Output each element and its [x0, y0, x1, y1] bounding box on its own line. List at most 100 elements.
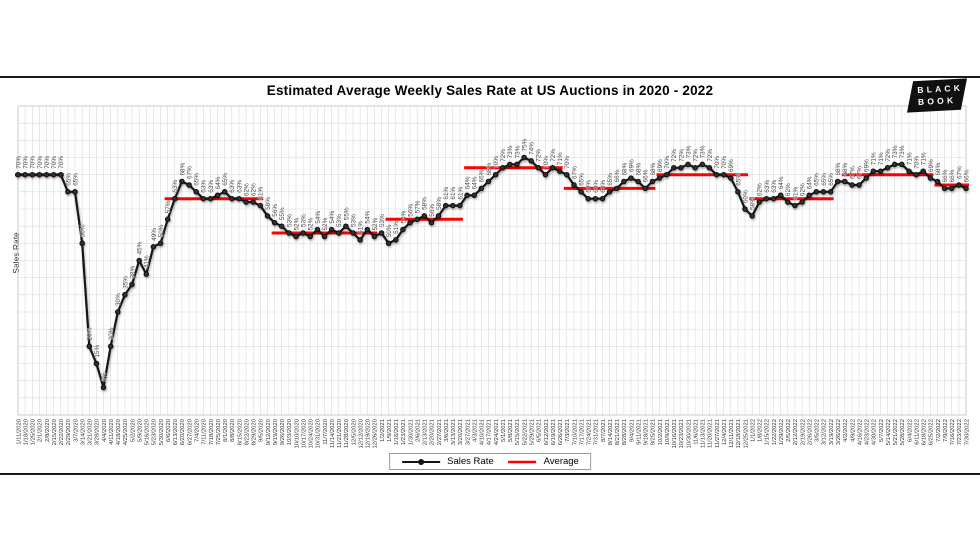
- svg-text:3/20/2021: 3/20/2021: [458, 419, 464, 445]
- svg-text:1/23/2021: 1/23/2021: [401, 419, 407, 445]
- svg-text:6/5/2021: 6/5/2021: [537, 419, 543, 442]
- svg-text:4/4/2020: 4/4/2020: [102, 418, 108, 442]
- svg-text:7/25/2020: 7/25/2020: [216, 418, 222, 445]
- svg-text:1/30/2021: 1/30/2021: [408, 419, 414, 445]
- svg-text:73%: 73%: [514, 145, 521, 158]
- svg-text:8/29/2020: 8/29/2020: [252, 418, 258, 445]
- chart-title: Estimated Average Weekly Sales Rate at U…: [266, 83, 714, 98]
- svg-text:66%: 66%: [949, 169, 956, 182]
- svg-text:61%: 61%: [792, 186, 799, 199]
- svg-text:65%: 65%: [72, 173, 79, 186]
- svg-text:63%: 63%: [172, 180, 179, 193]
- svg-text:65%: 65%: [735, 173, 742, 186]
- svg-text:1/18/2020: 1/18/2020: [23, 418, 29, 445]
- svg-text:5/7/2022: 5/7/2022: [879, 419, 885, 442]
- svg-text:56%: 56%: [429, 204, 436, 217]
- svg-text:5/29/2021: 5/29/2021: [530, 419, 536, 445]
- svg-text:7/18/2020: 7/18/2020: [209, 418, 215, 445]
- svg-text:4/11/2020: 4/11/2020: [109, 418, 115, 444]
- svg-text:1/1/2022: 1/1/2022: [751, 419, 757, 442]
- svg-text:63%: 63%: [600, 180, 607, 193]
- svg-text:66%: 66%: [963, 169, 970, 182]
- svg-text:54%: 54%: [400, 210, 407, 223]
- logo-text-book: BOOK: [918, 94, 957, 107]
- svg-text:3/21/2020: 3/21/2020: [88, 418, 94, 445]
- svg-text:53%: 53%: [350, 214, 357, 227]
- svg-text:4/2/2022: 4/2/2022: [843, 419, 849, 442]
- svg-text:11/21/2020: 11/21/2020: [337, 418, 343, 448]
- svg-text:1/9/2021: 1/9/2021: [387, 419, 393, 442]
- svg-text:8/7/2021: 8/7/2021: [601, 419, 607, 442]
- svg-text:4/9/2022: 4/9/2022: [850, 419, 856, 442]
- svg-text:8/8/2020: 8/8/2020: [230, 418, 236, 442]
- svg-text:6/27/2020: 6/27/2020: [187, 418, 193, 445]
- svg-text:71%: 71%: [557, 152, 564, 165]
- svg-text:10/24/2020: 10/24/2020: [309, 418, 315, 448]
- svg-text:6/26/2021: 6/26/2021: [558, 419, 564, 445]
- svg-text:73%: 73%: [507, 145, 514, 158]
- svg-text:52%: 52%: [372, 217, 379, 230]
- svg-text:58%: 58%: [436, 197, 443, 210]
- svg-text:63%: 63%: [229, 180, 236, 193]
- svg-text:8/15/2020: 8/15/2020: [237, 418, 243, 445]
- svg-text:73%: 73%: [899, 145, 906, 158]
- svg-text:68%: 68%: [636, 162, 643, 175]
- svg-text:41%: 41%: [144, 255, 151, 268]
- svg-text:62%: 62%: [785, 183, 792, 196]
- svg-text:61%: 61%: [457, 186, 464, 199]
- svg-text:3/12/2022: 3/12/2022: [822, 419, 828, 445]
- svg-text:8%: 8%: [101, 372, 108, 382]
- svg-text:7/23/2022: 7/23/2022: [957, 419, 963, 445]
- svg-text:1/16/2021: 1/16/2021: [394, 419, 400, 445]
- svg-text:68%: 68%: [835, 162, 842, 175]
- svg-text:4/3/2021: 4/3/2021: [473, 419, 479, 442]
- data-point-labels: 70% 70% 70% 70% 70% 70% 70%65% 65%50%20%15%8%20…: [15, 138, 971, 382]
- svg-text:56%: 56%: [272, 204, 279, 217]
- svg-text:70%: 70%: [23, 156, 30, 169]
- svg-text:70%: 70%: [15, 156, 22, 169]
- svg-text:2/8/2020: 2/8/2020: [45, 418, 51, 442]
- svg-text:62%: 62%: [251, 183, 258, 196]
- legend-label-sales-rate: Sales Rate: [447, 456, 494, 467]
- svg-text:7/16/2022: 7/16/2022: [950, 419, 956, 445]
- plot-border: [17, 105, 967, 416]
- svg-text:67%: 67%: [857, 166, 864, 179]
- svg-text:12/25/2021: 12/25/2021: [743, 419, 749, 448]
- svg-text:7/4/2020: 7/4/2020: [195, 418, 201, 442]
- svg-text:64%: 64%: [472, 176, 479, 189]
- sales-rate-series: [15, 154, 969, 391]
- svg-text:2/5/2022: 2/5/2022: [786, 419, 792, 442]
- svg-text:55%: 55%: [279, 207, 286, 220]
- black-book-logo: BLACK BOOK: [906, 78, 968, 113]
- svg-text:64%: 64%: [465, 176, 472, 189]
- svg-text:12/19/2020: 12/19/2020: [366, 418, 372, 448]
- svg-text:68%: 68%: [621, 162, 628, 175]
- svg-text:64%: 64%: [807, 176, 814, 189]
- svg-text:63%: 63%: [201, 180, 208, 193]
- svg-text:2/29/2020: 2/29/2020: [66, 418, 72, 445]
- svg-text:66%: 66%: [479, 169, 486, 182]
- svg-text:3/7/2020: 3/7/2020: [73, 418, 79, 442]
- svg-text:67%: 67%: [187, 166, 194, 179]
- svg-text:4/24/2021: 4/24/2021: [494, 419, 500, 445]
- svg-text:7/30/2022: 7/30/2022: [964, 419, 970, 445]
- svg-text:72%: 72%: [693, 149, 700, 162]
- svg-text:70%: 70%: [543, 156, 550, 169]
- svg-text:5/23/2020: 5/23/2020: [152, 418, 158, 445]
- svg-text:9/4/2021: 9/4/2021: [629, 419, 635, 442]
- svg-text:12/26/2020: 12/26/2020: [373, 418, 379, 448]
- svg-text:71%: 71%: [906, 152, 913, 165]
- svg-text:66%: 66%: [643, 169, 650, 182]
- svg-text:15%: 15%: [94, 344, 101, 357]
- svg-text:5/1/2021: 5/1/2021: [501, 419, 507, 442]
- svg-text:7/3/2021: 7/3/2021: [565, 419, 571, 442]
- svg-text:8/22/2020: 8/22/2020: [244, 418, 250, 445]
- svg-text:51%: 51%: [393, 221, 400, 234]
- svg-text:1/11/2020: 1/11/2020: [16, 418, 22, 444]
- svg-text:67%: 67%: [956, 166, 963, 179]
- svg-text:70%: 70%: [564, 156, 571, 169]
- svg-text:53%: 53%: [286, 214, 293, 227]
- svg-text:57%: 57%: [415, 200, 422, 213]
- legend-label-average: Average: [543, 456, 579, 467]
- svg-text:2/6/2021: 2/6/2021: [416, 419, 422, 442]
